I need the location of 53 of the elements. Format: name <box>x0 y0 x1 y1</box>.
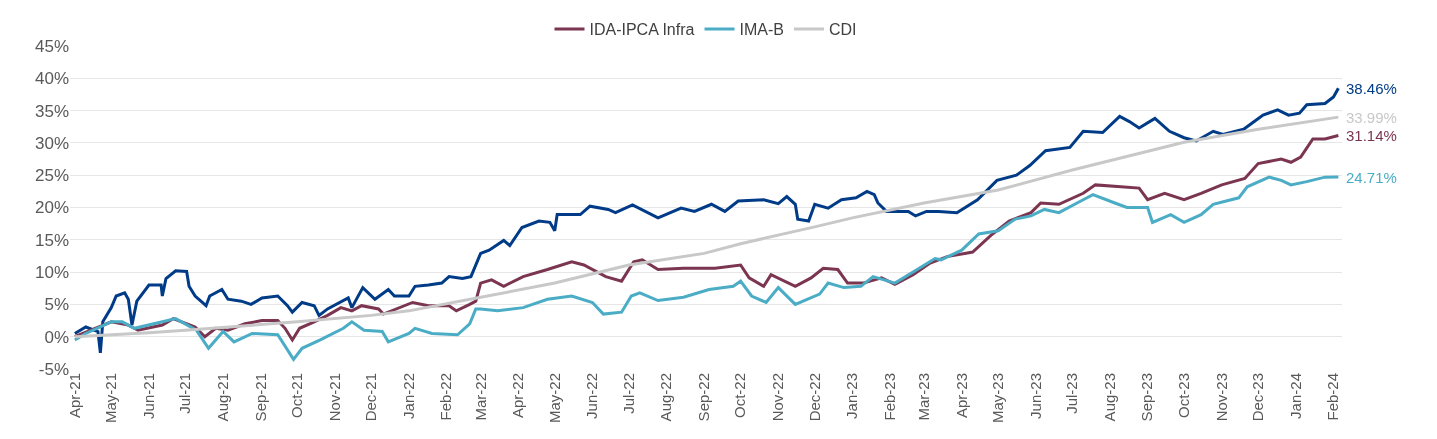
x-tick-label: Jun-21 <box>139 373 157 419</box>
x-tick-label: Sep-23 <box>1138 373 1156 422</box>
y-tick-label: 15% <box>34 230 69 250</box>
x-tick-label: Aug-21 <box>213 373 231 422</box>
x-tick-label: Jan-23 <box>843 373 861 419</box>
x-tick-label: Aug-23 <box>1100 373 1118 422</box>
y-tick-label: 30% <box>34 133 69 153</box>
x-tick-label: Feb-22 <box>437 373 455 421</box>
x-tick-label: Dec-22 <box>805 373 823 422</box>
x-tick-label: Feb-24 <box>1324 373 1342 421</box>
y-tick-label: -5% <box>38 359 69 379</box>
x-tick-label: Jul-23 <box>1063 373 1081 414</box>
x-tick-label: Dec-23 <box>1249 373 1267 422</box>
line-series <box>73 86 1340 355</box>
x-tick-label: Oct-21 <box>288 373 306 419</box>
x-tick-label: Apr-22 <box>509 373 527 419</box>
x-tick-label: Oct-23 <box>1174 373 1192 419</box>
x-tick-label: Jan-22 <box>399 373 417 419</box>
x-tick-label: May-22 <box>545 373 563 424</box>
x-tick-label: May-21 <box>102 373 120 424</box>
x-tick-label: Sep-22 <box>695 373 713 422</box>
y-tick-label: 0% <box>44 327 69 347</box>
x-tick-label: Nov-23 <box>1212 373 1230 422</box>
x-tick-label: Mar-23 <box>914 373 932 421</box>
legend-label: CDI <box>828 21 857 39</box>
legend-label: IDA-IPCA Infra <box>589 21 695 39</box>
y-tick-label: 35% <box>34 101 69 121</box>
x-tick-label: Aug-22 <box>657 373 675 422</box>
y-tick-label: 45% <box>34 36 69 56</box>
line-series <box>73 175 1340 361</box>
y-tick-label: 10% <box>34 263 69 283</box>
x-tick-label: Dec-21 <box>362 373 380 422</box>
x-tick-label: Oct-22 <box>731 373 749 419</box>
x-tick-label: May-23 <box>989 373 1007 424</box>
x-tick-label: Nov-21 <box>325 373 343 422</box>
annotation: 38.46% <box>1346 80 1397 97</box>
x-tick-label: Jun-22 <box>583 373 601 419</box>
x-tick-label: Apr-23 <box>952 373 970 419</box>
annotation: 31.14% <box>1346 127 1397 144</box>
y-tick-label: 25% <box>34 166 69 186</box>
y-tick-label: 40% <box>34 69 69 89</box>
legend-label: IMA-B <box>739 21 784 39</box>
x-tick-label: Sep-21 <box>251 373 269 422</box>
x-tick-label: Jul-22 <box>619 373 637 414</box>
x-tick-label: Feb-23 <box>880 373 898 421</box>
x-tick-label: Jan-24 <box>1286 373 1304 419</box>
x-tick-label: Mar-22 <box>471 373 489 421</box>
y-tick-label: 5% <box>44 295 69 315</box>
x-tick-label: Jul-21 <box>176 373 194 414</box>
x-tick-label: Jun-23 <box>1026 373 1044 419</box>
y-tick-label: 20% <box>34 198 69 218</box>
x-tick-label: Nov-22 <box>769 373 787 422</box>
annotation: 24.71% <box>1346 169 1397 186</box>
